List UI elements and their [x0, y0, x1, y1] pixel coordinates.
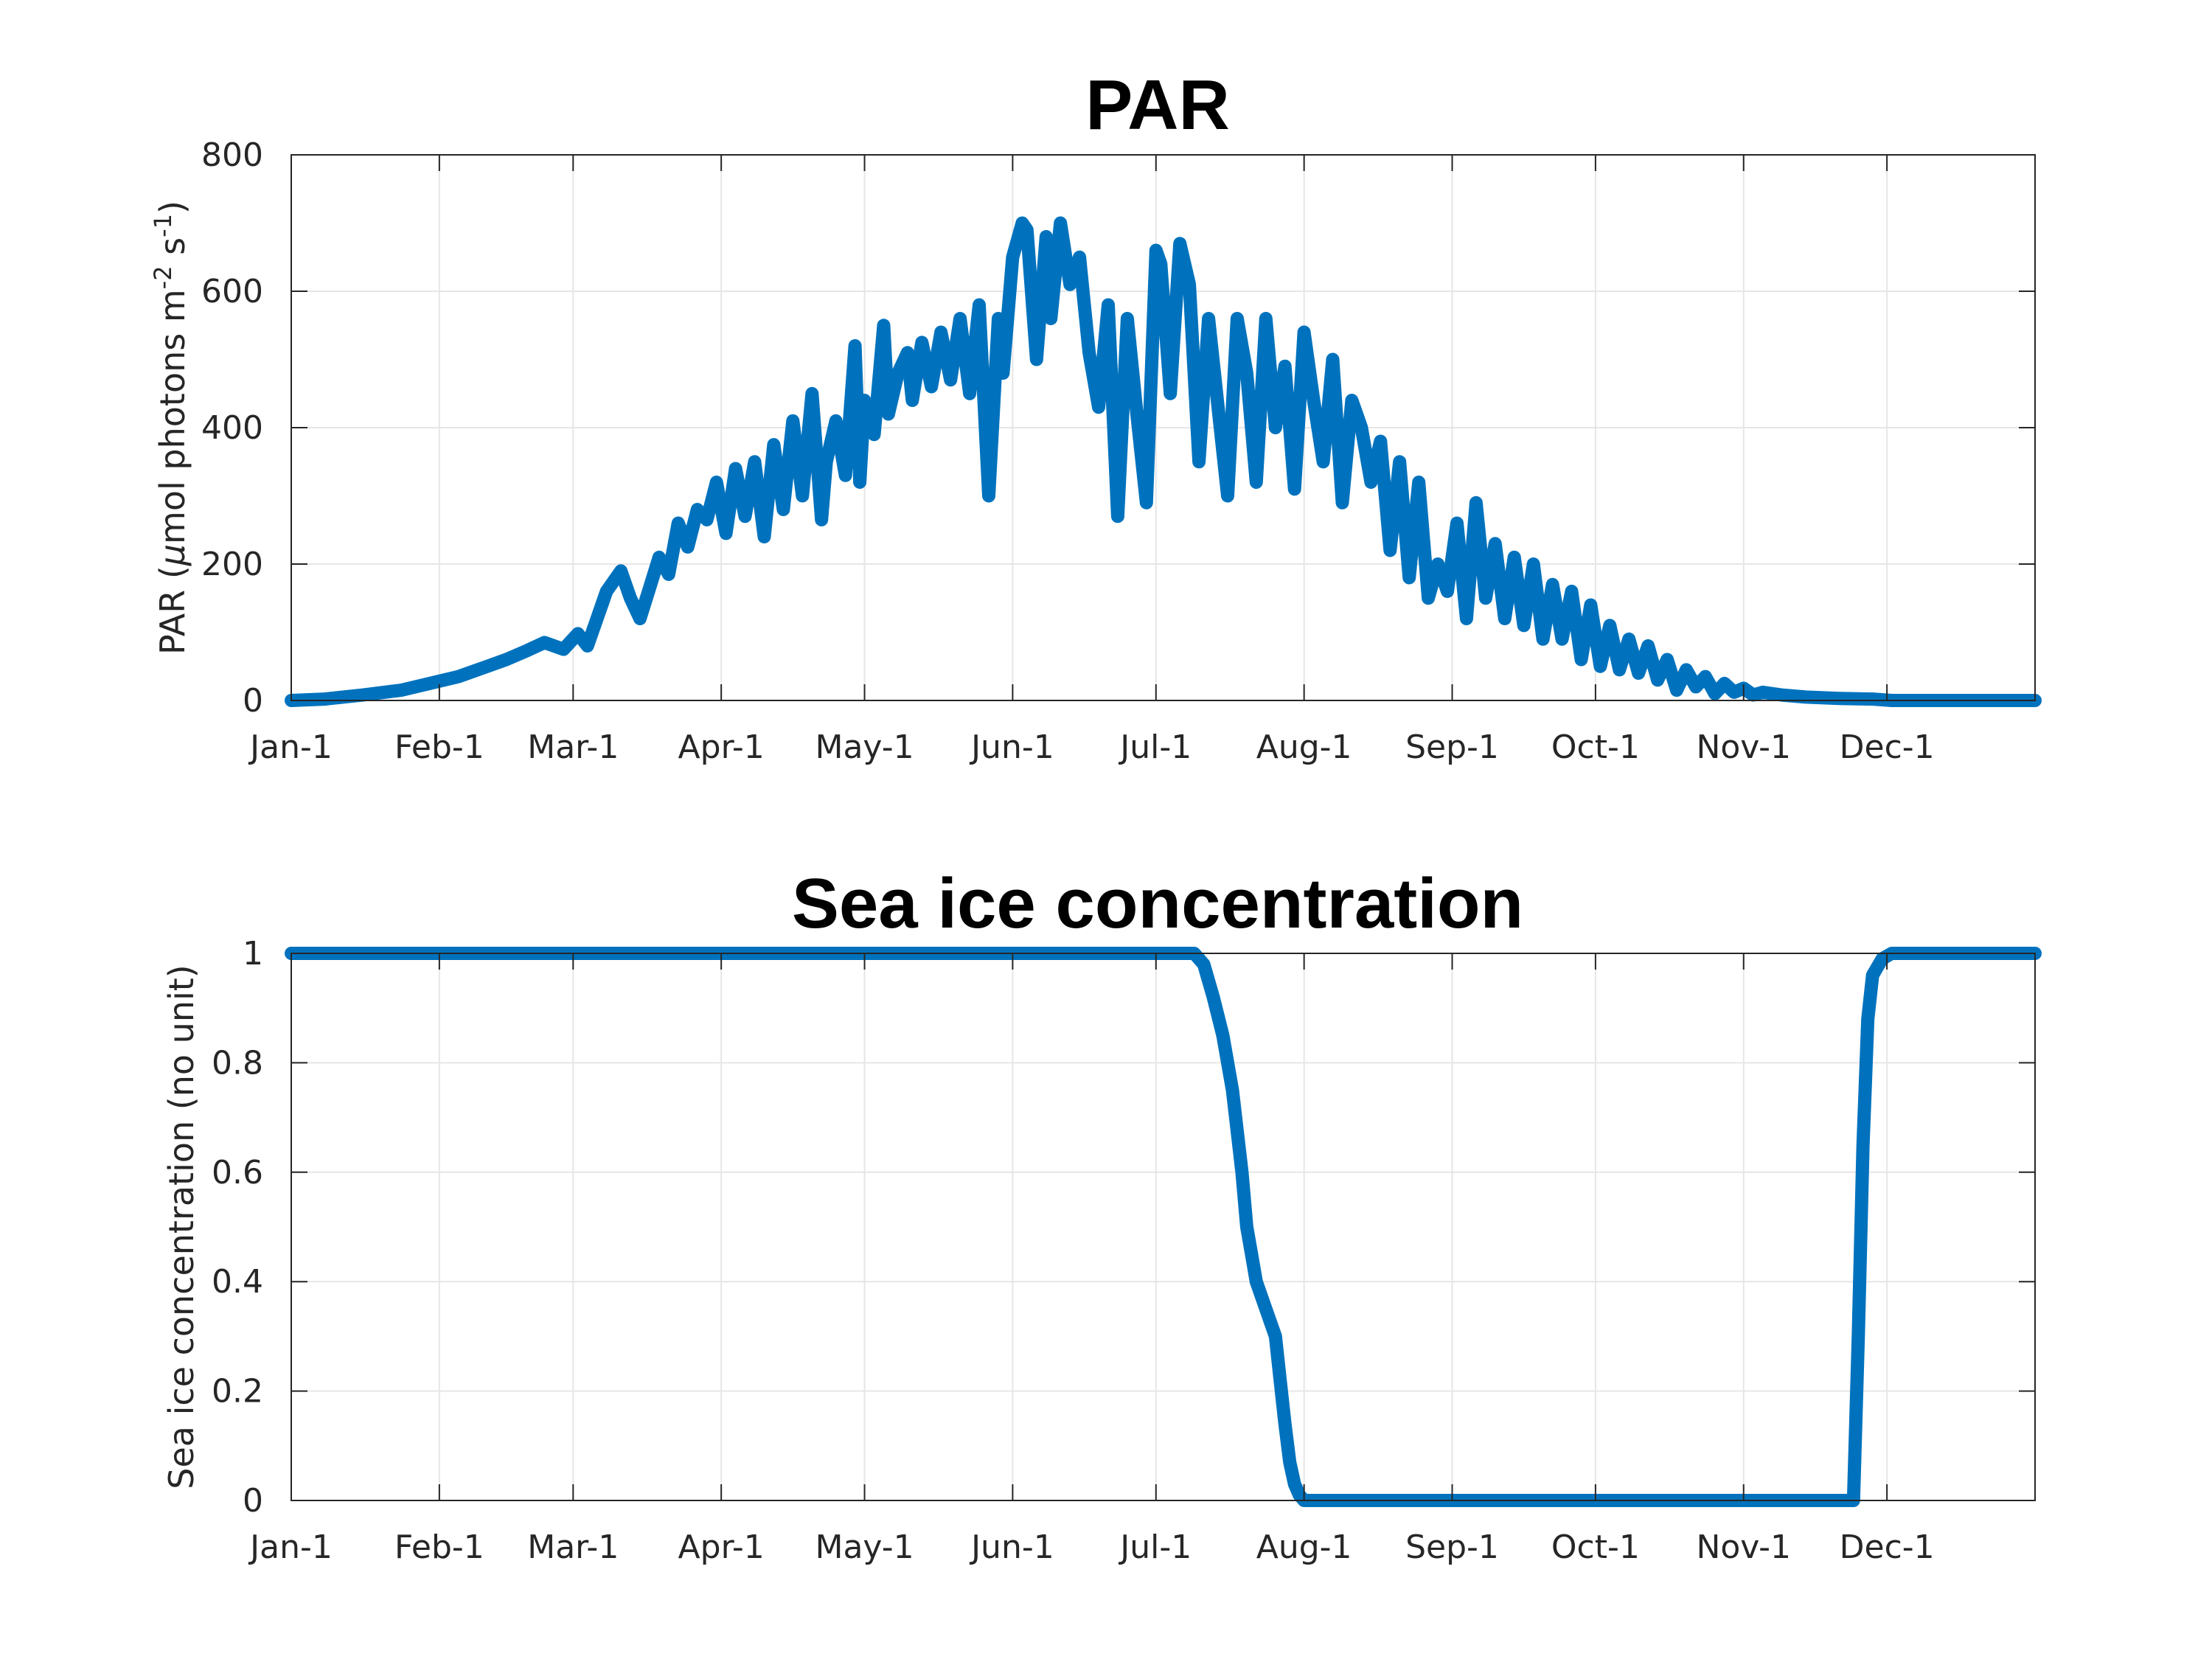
par-x-tick-label: Mar-1	[527, 728, 619, 766]
sea-ice-x-tick-label: Feb-1	[394, 1528, 484, 1566]
par-x-tick-label: Aug-1	[1256, 728, 1352, 766]
sea-ice-x-tick-label: Mar-1	[527, 1528, 619, 1566]
sea-ice-series-line	[285, 947, 2042, 1507]
par-series	[285, 216, 2042, 707]
sea-ice-y-tick-label: 0.8	[212, 1044, 263, 1082]
par-grid	[291, 154, 2035, 701]
sea-ice-series	[285, 947, 2042, 1507]
par-x-tick-label: Jan-1	[248, 728, 333, 766]
sea-ice-title: Sea ice concentration	[792, 864, 1523, 943]
par-ylabel: PAR (μmol photons m-2 s-1)	[149, 201, 192, 655]
par-x-tick-label: Jul-1	[1118, 728, 1192, 766]
par-x-tick-label: May-1	[815, 728, 914, 766]
par-y-tick-label: 200	[201, 546, 263, 583]
par-x-tick-label: Nov-1	[1696, 728, 1791, 766]
sea-ice-x-tick-label: Jun-1	[969, 1528, 1054, 1566]
par-x-tick-label: Oct-1	[1551, 728, 1640, 766]
par-y-tick-label: 0	[243, 682, 263, 720]
sea-ice-y-tick-label: 1	[243, 935, 263, 973]
par-title: PAR	[1085, 66, 1230, 145]
sea-ice-axes-frame	[291, 953, 2036, 1501]
par-x-tick-label: Dec-1	[1840, 728, 1935, 766]
sea-ice-x-tick-label: Nov-1	[1696, 1528, 1791, 1566]
sea-ice-y-tick-label: 0.6	[212, 1154, 263, 1192]
sea-ice-ylabel: Sea ice concentration (no unit)	[161, 964, 201, 1489]
par-x-tick-label: Sep-1	[1405, 728, 1499, 766]
sea-ice-x-tick-label: Jan-1	[248, 1528, 333, 1566]
par-x-tick-label: Feb-1	[394, 728, 484, 766]
sea-ice-y-tick-label: 0	[243, 1482, 263, 1520]
sea-ice-x-tick-label: May-1	[815, 1528, 914, 1566]
par-y-tick-label: 400	[201, 409, 263, 447]
sea-ice-x-tick-label: Oct-1	[1551, 1528, 1640, 1566]
par-y-tick-label: 800	[201, 136, 263, 174]
sea-ice-y-tick-label: 0.2	[212, 1373, 263, 1411]
sea-ice-y-tick-label: 0.4	[212, 1263, 263, 1301]
sea-ice-ticks: Jan-1 Feb-1 Mar-1 Apr-1 May-1 Jun-1 Jul-1 Aug-1…	[212, 935, 2035, 1566]
par-panel: PAR Jan-1 Feb-1 Mar-1 Apr-1 May-1 Jun-1 Jul-1 A…	[149, 66, 2042, 766]
sea-ice-x-tick-label: Aug-1	[1256, 1528, 1352, 1566]
par-y-tick-label: 600	[201, 273, 263, 310]
sea-ice-x-tick-label: Sep-1	[1405, 1528, 1499, 1566]
sea-ice-x-tick-label: Jul-1	[1118, 1528, 1192, 1566]
sea-ice-x-tick-label: Dec-1	[1840, 1528, 1935, 1566]
par-x-tick-label: Apr-1	[678, 728, 765, 766]
par-x-tick-label: Jun-1	[969, 728, 1054, 766]
sea-ice-panel: Sea ice concentration Jan-1 Feb-1 Mar-1 Apr…	[161, 864, 2042, 1566]
par-series-line	[285, 216, 2042, 707]
sea-ice-x-tick-label: Apr-1	[678, 1528, 765, 1566]
par-ticks: Jan-1 Feb-1 Mar-1 Apr-1 May-1 Jun-1 Jul-1 Aug-1…	[201, 136, 2035, 766]
